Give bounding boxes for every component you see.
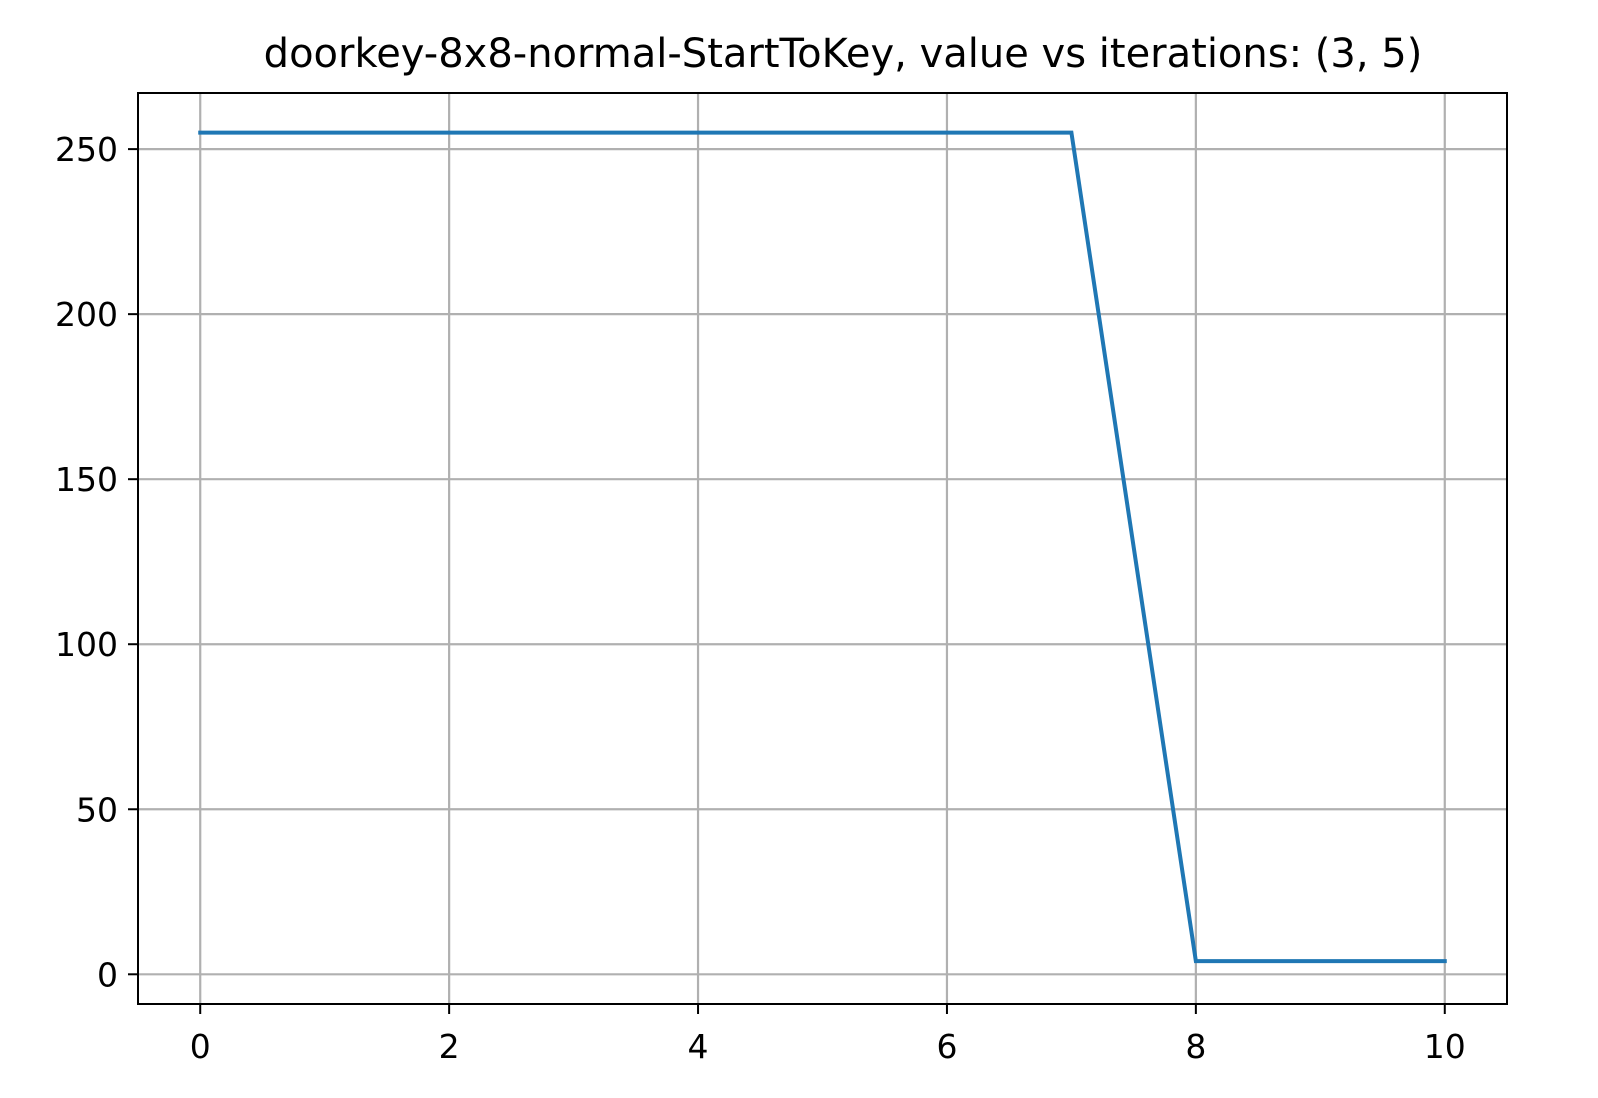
y-tick-label: 250 <box>55 130 118 169</box>
x-tick-label: 10 <box>1424 1027 1466 1066</box>
y-tick-label: 150 <box>55 460 118 499</box>
plot-area-frame <box>137 92 1508 1005</box>
x-tick-label: 6 <box>936 1027 957 1066</box>
grid <box>138 93 1507 1004</box>
y-tick-label: 0 <box>97 955 118 994</box>
chart-title: doorkey-8x8-normal-StartToKey, value vs … <box>264 31 1423 77</box>
y-tick-label: 100 <box>55 625 118 664</box>
series-layer <box>198 130 1447 964</box>
y-tick-label: 200 <box>55 295 118 334</box>
series-line <box>198 130 1447 964</box>
x-tick-label: 4 <box>688 1027 709 1066</box>
x-tick-label: 2 <box>439 1027 460 1066</box>
y-tick-label: 50 <box>76 790 118 829</box>
x-tick-label: 8 <box>1185 1027 1206 1066</box>
x-tick-label: 0 <box>190 1027 211 1066</box>
